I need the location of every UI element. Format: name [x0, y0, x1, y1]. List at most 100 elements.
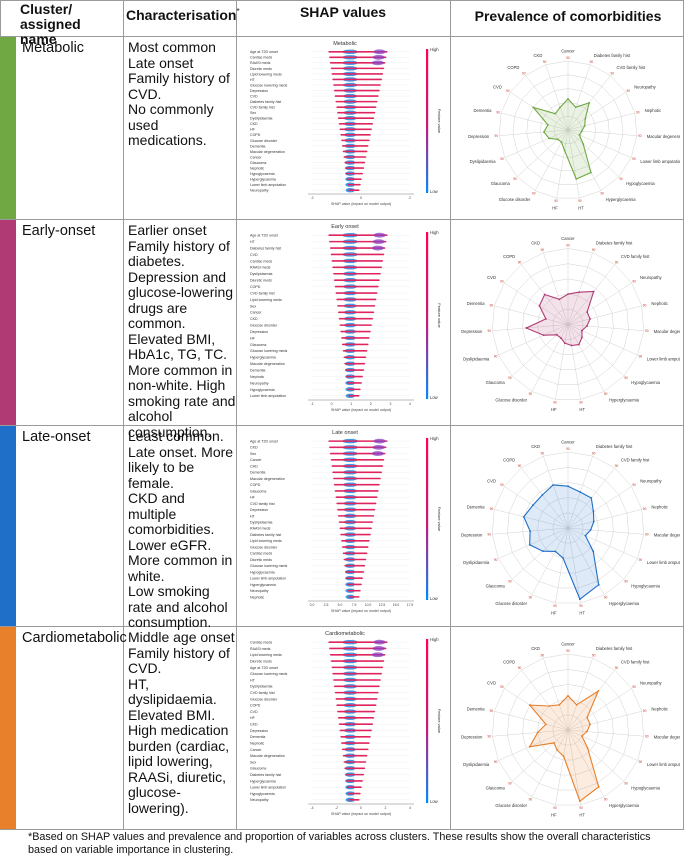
shap-x-tick-label: -2 — [335, 806, 338, 810]
radar-grid-ring — [540, 102, 596, 158]
shap-x-tick-label: 2.5 — [324, 603, 329, 607]
radar-ring-label: 90 — [645, 735, 649, 739]
radar-point — [592, 290, 595, 293]
shap-feature-label: Depression — [250, 330, 268, 334]
radar-point — [538, 304, 541, 307]
radar-point — [536, 731, 539, 734]
radar-axis-label: Hypoglycaemia — [631, 584, 660, 589]
radar-ring-label: 90 — [487, 533, 491, 537]
radar-ring-label: 90 — [643, 303, 647, 307]
radar-axis-label: Diabetes family hist — [596, 241, 633, 246]
shap-feature-label: CKD — [250, 317, 258, 321]
shap-feature-label: Lipid lowering meds — [250, 298, 282, 302]
cluster-name: Early-onset — [22, 223, 96, 239]
radar-ring-label: 90 — [643, 507, 647, 511]
radar-ring-label: 90 — [643, 709, 647, 713]
radar-ring-label: 90 — [487, 329, 491, 333]
cluster-description: Most common Late onset Family history of… — [128, 39, 230, 148]
shap-feature-label: Glaucoma — [250, 489, 266, 493]
radar-axis-label: Dementia — [473, 108, 492, 113]
radar-spoke — [498, 324, 569, 356]
radar-spoke — [555, 527, 569, 604]
radar-point — [528, 745, 531, 748]
radar-spoke — [567, 324, 644, 332]
radar-ring-label: 90 — [553, 604, 557, 608]
radar-axis-label: Glaucoma — [491, 181, 511, 186]
radar-axis-label: Depression — [468, 134, 490, 139]
shap-feature-label: Lipid lowering meds — [250, 653, 282, 657]
radar-ring-label: 90 — [490, 507, 494, 511]
shap-feature-label: Glucose disorder — [250, 697, 278, 701]
cluster-description: Earlier onset Family history of diabetes… — [128, 222, 236, 440]
shap-x-tick-label: 5.0 — [338, 603, 343, 607]
shap-x-tick-label: -4 — [310, 806, 313, 810]
shap-feature-label: COPD — [250, 133, 261, 137]
header-prevalence: Prevalence of comorbidities — [474, 8, 662, 24]
shap-plot: Cardiometabolic Cardiac meds RAASi meds Lip… — [240, 629, 446, 825]
radar-point — [578, 598, 581, 601]
radar-point — [547, 124, 549, 126]
shap-feature-label: Dementia — [250, 735, 265, 739]
radar-axis-label: Nephotic — [651, 301, 668, 306]
radar-spoke — [494, 305, 569, 325]
radar-axis-label: CVD — [487, 680, 496, 685]
radar-ring-label: 90 — [632, 279, 636, 283]
shap-summary-plot: Early onset Age at T2D onset HT Diabetes fa… — [250, 224, 442, 412]
header-characterisation: Characterisation* — [126, 7, 240, 23]
radar-ring-label: 90 — [604, 596, 608, 600]
radar-spoke — [510, 92, 569, 131]
radar-ring-label: 90 — [566, 447, 570, 451]
radar-spoke — [504, 129, 569, 158]
shap-mixed-value-cluster — [371, 451, 384, 456]
radar-chart: 90 Cancer 90 Diabetes family hist 90 CVD fami… — [456, 631, 684, 825]
shap-feature-label: Dyslipidaemia — [250, 117, 272, 121]
grid-line — [0, 0, 684, 1]
radar-ring-label: 90 — [590, 60, 594, 64]
radar-spoke — [534, 129, 569, 191]
shap-legend-low: Low — [430, 395, 439, 400]
radar-series-polygon — [523, 484, 600, 601]
shap-plot: Late onset Age at T2D onset CKD Sex Cancer CH… — [240, 428, 446, 622]
radar-spoke — [555, 324, 569, 400]
radar-axis-label: CKD — [534, 53, 543, 58]
shap-feature-label: Lipid lowering meds — [250, 539, 282, 543]
radar-ring-label: 90 — [600, 192, 604, 196]
shap-feature-label: CVD — [250, 253, 258, 257]
shap-feature-label: COPD — [250, 704, 261, 708]
shap-feature-label: Hypoglycaemia — [250, 388, 275, 392]
shap-feature-label: Hypoglycaemia — [250, 570, 275, 574]
radar-point — [541, 550, 544, 553]
radar-axis-label: HT — [579, 407, 585, 412]
radar-axis-label: Diabetes family hist — [594, 53, 631, 58]
radar-spoke — [567, 324, 605, 392]
radar-grid-ring — [512, 74, 624, 185]
radar-point — [589, 528, 592, 531]
shap-feature-label: Glucose lowering meds — [250, 349, 288, 353]
radar-axis-label: HF — [551, 812, 557, 817]
radar-spoke — [501, 112, 569, 131]
radar-axis-label: Neuropathy — [634, 84, 657, 89]
radar-point — [575, 703, 578, 706]
shap-feature-label: Hypoglycaemia — [250, 172, 275, 176]
shap-feature-label: Age at T2D onset — [250, 440, 278, 444]
shap-mixed-value-cluster — [373, 232, 386, 238]
radar-ring-label: 90 — [579, 604, 583, 608]
shap-colorbar — [426, 639, 429, 803]
radar-ring-label: 90 — [610, 71, 614, 75]
radar-ring-label: 90 — [592, 653, 596, 657]
radar-ring-label: 90 — [624, 782, 628, 786]
radar-ring-label: 90 — [579, 401, 583, 405]
shap-mixed-value-cluster — [373, 49, 386, 55]
radar-axis-label: Hyperglycaemia — [606, 197, 637, 202]
grid-line — [0, 425, 684, 426]
radar-spoke — [567, 305, 642, 325]
radar-axis-label: HF — [551, 407, 557, 412]
cluster-color-band — [0, 37, 16, 219]
shap-feature-label: Nephotic — [250, 595, 264, 599]
radar-point — [543, 131, 545, 133]
shap-feature-label: Macular degeneration — [250, 754, 285, 758]
shap-feature-label: Lower limb amputation — [250, 183, 286, 187]
radar-spoke — [531, 324, 569, 392]
shap-mixed-value-cluster — [372, 239, 385, 245]
